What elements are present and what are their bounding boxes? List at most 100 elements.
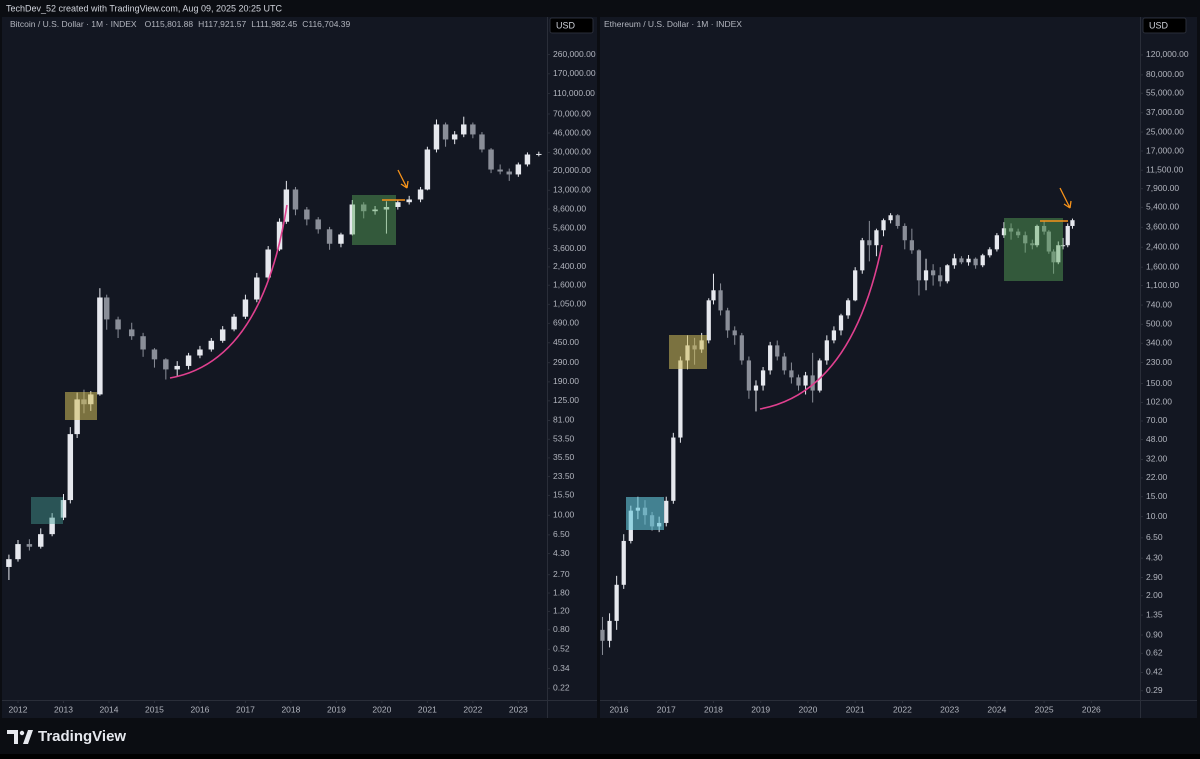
y-tick-label: 1,600.00 (1146, 261, 1179, 271)
candle-body (140, 336, 146, 350)
y-tick-label: 22.00 (1146, 472, 1168, 482)
candle-body (1041, 225, 1047, 232)
y-tick-label: 190.00 (553, 376, 579, 386)
candle-body (208, 340, 215, 350)
candle-body (760, 370, 766, 386)
candle-body (242, 299, 249, 317)
candle-body (881, 220, 886, 231)
header-text: TechDev_52 created with TradingView.com,… (6, 3, 282, 13)
arrow (397, 169, 409, 189)
candle-body (60, 500, 67, 518)
y-tick-label: 150.00 (1146, 378, 1172, 388)
left-panel (2, 17, 597, 718)
candle-body (803, 375, 808, 386)
currency-label: USD (556, 20, 576, 30)
y-tick-label: 53.50 (553, 434, 575, 444)
x-tick-label: 2012 (9, 704, 28, 714)
candle-body (424, 149, 431, 190)
candle-body (1016, 231, 1021, 236)
y-tick-label: 0.42 (1146, 667, 1163, 677)
y-tick-label: 1.80 (553, 587, 570, 597)
candle-body (621, 540, 626, 585)
y-tick-label: 70.00 (1146, 415, 1168, 425)
candle-body (824, 340, 829, 361)
candle-body (845, 300, 851, 316)
candle-body (959, 258, 964, 263)
candle-body (1056, 245, 1061, 263)
y-tick-label: 6.50 (1146, 532, 1163, 542)
highlight-box (65, 392, 97, 420)
candle-body (718, 290, 723, 311)
candle-body (470, 124, 476, 135)
candle-body (1034, 225, 1040, 246)
candle-body (15, 544, 21, 560)
candle-body (817, 360, 822, 391)
candle-body (789, 370, 794, 378)
candle-body (916, 250, 922, 281)
footer-logo (7, 730, 33, 744)
candle-body (909, 240, 914, 251)
y-tick-label: 46,000.00 (553, 127, 591, 137)
candle-body (67, 434, 74, 501)
candle-body (796, 377, 801, 386)
y-tick-label: 3,600.00 (1146, 222, 1179, 232)
candle-body (163, 359, 169, 370)
y-tick-label: 2,400.00 (553, 261, 586, 271)
y-tick-label: 450.00 (553, 337, 579, 347)
candle-body (930, 270, 936, 276)
y-tick-label: 23.50 (553, 471, 575, 481)
candle-body (536, 153, 542, 155)
y-tick-label: 20,000.00 (553, 165, 591, 175)
y-tick-label: 3,600.00 (553, 243, 586, 253)
candle-body (265, 249, 271, 278)
y-tick-label: 2.90 (1146, 572, 1163, 582)
y-tick-label: 2.70 (553, 569, 570, 579)
candle-body (874, 230, 879, 246)
x-tick-label: 2022 (463, 704, 482, 714)
candle-body (732, 330, 737, 336)
candle-body (782, 356, 787, 371)
x-tick-label: 2016 (610, 704, 629, 714)
candle-body (923, 270, 929, 281)
y-tick-label: 10.00 (1146, 511, 1168, 521)
y-tick-label: 32.00 (1146, 454, 1168, 464)
candle-body (338, 234, 344, 244)
ohlc-value: O115,801.88 (145, 19, 194, 29)
y-tick-label: 15.50 (553, 490, 575, 500)
candle-body (1001, 228, 1007, 236)
y-tick-label: 5,600.00 (553, 223, 586, 233)
candle-body (1051, 251, 1056, 263)
y-tick-label: 2,400.00 (1146, 241, 1179, 251)
candle-body (1023, 235, 1028, 244)
candle-body (987, 249, 992, 256)
y-tick-label: 7,900.00 (1146, 183, 1179, 193)
x-tick-label: 2017 (236, 704, 255, 714)
candle-body (49, 517, 55, 535)
candle-body (938, 275, 943, 282)
candle-body (461, 124, 467, 135)
y-tick-label: 690.00 (553, 318, 579, 328)
x-tick-label: 2018 (281, 704, 300, 714)
y-tick-label: 740.00 (1146, 299, 1172, 309)
chart-legend: Ethereum / U.S. Dollar · 1M · INDEX (604, 19, 742, 29)
y-tick-label: 2.00 (1146, 590, 1163, 600)
candle-body (664, 500, 669, 523)
ethereum-chart: Ethereum / U.S. Dollar · 1M · INDEX USD 12… (600, 17, 1189, 714)
candle-body (524, 154, 531, 165)
candle-body (433, 124, 440, 150)
candle-body (326, 229, 333, 244)
y-tick-label: 500.00 (1146, 319, 1172, 329)
candle-body (775, 345, 780, 357)
candle-body (219, 329, 226, 341)
y-tick-label: 10.00 (553, 510, 575, 520)
candle-body (38, 534, 44, 547)
candle-body (515, 164, 522, 175)
candle-body (349, 204, 356, 235)
candle-body (276, 221, 283, 250)
ohlc-value: H117,921.57 (198, 19, 246, 29)
candle-body (442, 124, 449, 140)
y-tick-label: 290.00 (553, 357, 579, 367)
y-tick-label: 4.30 (553, 548, 570, 558)
y-tick-label: 13,000.00 (553, 185, 591, 195)
